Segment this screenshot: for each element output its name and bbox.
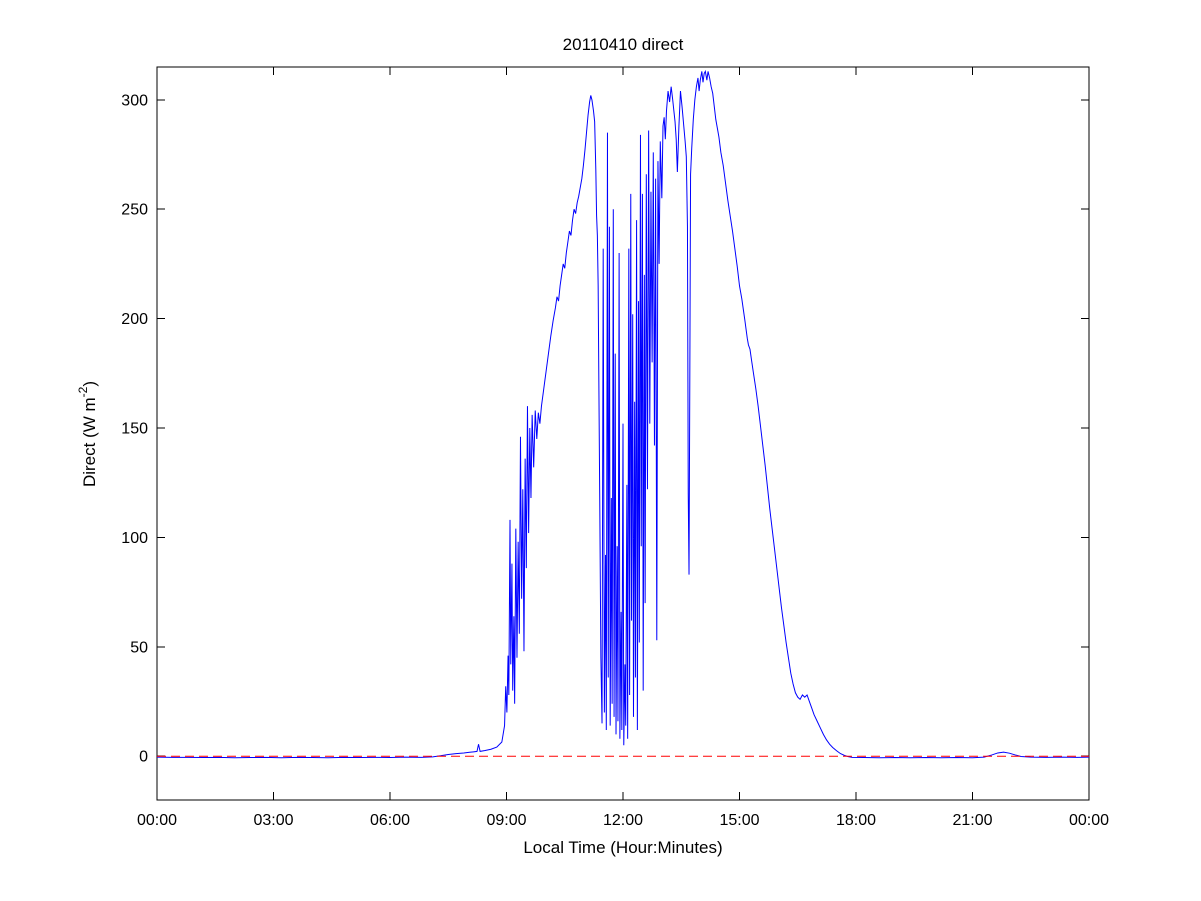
- y-tick-label: 250: [121, 202, 148, 219]
- y-axis-label-main: Direct (W m: [80, 397, 99, 487]
- direct-series-line: [156, 69, 1090, 759]
- y-tick-label: 100: [121, 530, 148, 547]
- x-axis-label: Local Time (Hour:Minutes): [523, 838, 722, 857]
- x-tick-label: 03:00: [253, 812, 293, 829]
- chart-title: 20110410 direct: [563, 35, 684, 54]
- x-tick-label: 12:00: [603, 812, 643, 829]
- y-axis-label: Direct (W m-2): [76, 381, 99, 487]
- x-tick-label: 15:00: [719, 812, 759, 829]
- x-tick-label: 18:00: [836, 812, 876, 829]
- x-tick-label: 06:00: [370, 812, 410, 829]
- y-axis-label-close: ): [80, 381, 99, 387]
- y-axis-label-superscript: -2: [76, 386, 90, 397]
- x-tick-label: 21:00: [952, 812, 992, 829]
- x-tick-label: 00:00: [137, 812, 177, 829]
- data-series-group: [156, 69, 1090, 759]
- x-tick-label: 00:00: [1069, 812, 1109, 829]
- x-tick-label: 09:00: [486, 812, 526, 829]
- y-tick-label: 50: [130, 639, 148, 656]
- axis-ticks: [156, 67, 1090, 800]
- y-tick-label: 150: [121, 421, 148, 438]
- y-tick-label: 300: [121, 92, 148, 109]
- y-tick-label: 0: [139, 749, 148, 766]
- y-tick-label: 200: [121, 311, 148, 328]
- axis-tick-labels: 00:00 03:00 06:00 09:00 12:00 15:00 18:00 21:00…: [121, 92, 1109, 829]
